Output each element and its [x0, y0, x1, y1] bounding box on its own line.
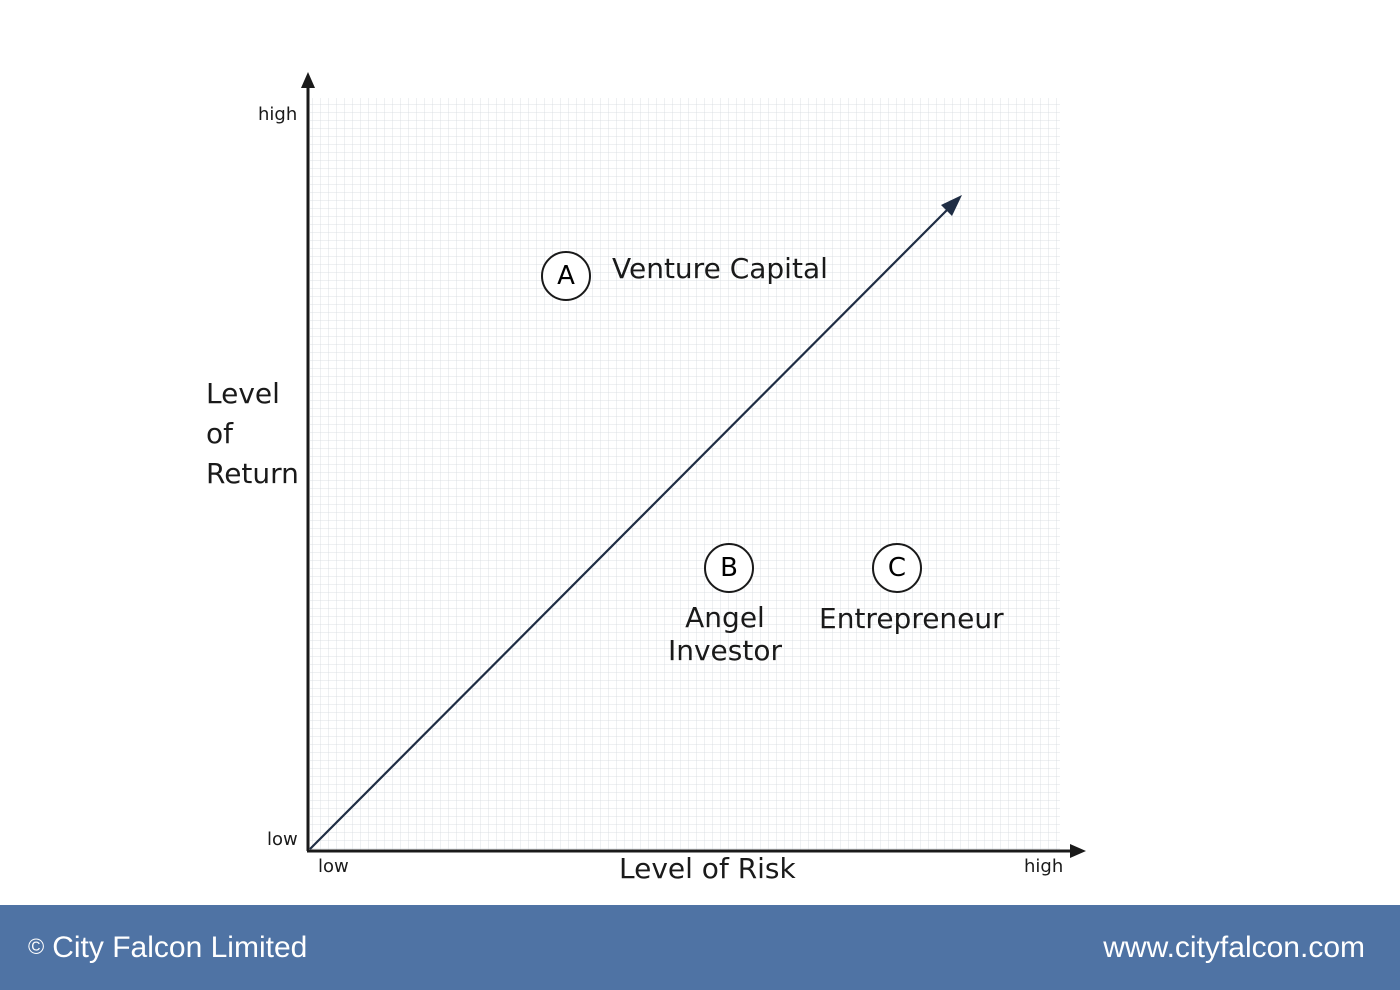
marker-b-circle	[704, 543, 754, 593]
marker-a-circle	[541, 251, 591, 301]
venture-capital-label: Venture Capital	[612, 252, 828, 285]
marker-a-letter: A	[557, 261, 575, 291]
copyright-notice: © City Falcon Limited	[28, 931, 307, 965]
risk-return-diagram: A B C	[301, 72, 1086, 858]
x-axis-title: Level of Risk	[619, 852, 796, 885]
marker-a: A	[541, 251, 591, 301]
y-axis-title-line: Level	[206, 377, 280, 410]
angel-investor-label-line: Investor	[667, 634, 782, 667]
y-axis-arrowhead	[301, 72, 315, 88]
marker-c-circle	[872, 543, 922, 593]
copyright-icon: ©	[28, 934, 45, 959]
y-axis-low-label: low	[267, 829, 298, 850]
y-axis-title-line: Return	[206, 457, 299, 490]
footer-bar: © City Falcon Limited www.cityfalcon.com	[0, 905, 1400, 990]
website-link[interactable]: www.cityfalcon.com	[1103, 931, 1365, 964]
marker-c-letter: C	[888, 553, 906, 583]
x-axis-low-label: low	[318, 856, 349, 877]
copyright-text: City Falcon Limited	[52, 931, 308, 964]
angel-investor-label: Angel Investor	[664, 601, 786, 667]
marker-b: B	[704, 543, 754, 593]
trend-line-arrowhead	[941, 195, 962, 216]
y-axis-high-label: high	[258, 104, 298, 125]
angel-investor-label-line: Angel	[685, 601, 765, 634]
y-axis-title-line: of	[206, 417, 233, 450]
x-axis-arrowhead	[1070, 844, 1086, 858]
marker-c: C	[872, 543, 922, 593]
marker-b-letter: B	[720, 553, 738, 583]
risk-return-trend-line	[309, 204, 953, 850]
entrepreneur-label: Entrepreneur	[819, 602, 1004, 635]
x-axis-high-label: high	[1024, 856, 1064, 877]
y-axis-title: Level of Return	[206, 374, 299, 494]
